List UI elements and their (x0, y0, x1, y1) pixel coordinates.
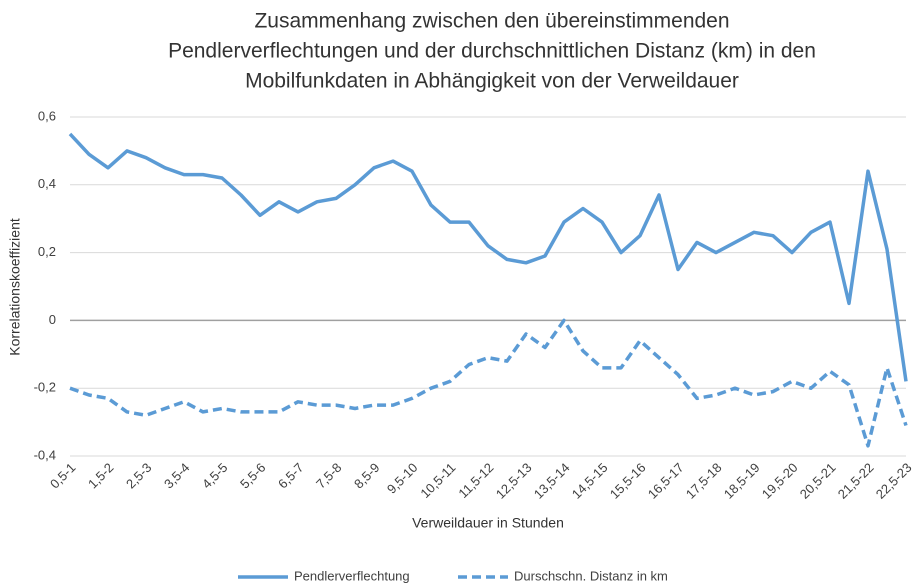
x-tick-label: 12,5-13 (493, 460, 535, 502)
chart-title: Mobilfunkdaten in Abhängigkeit von der V… (245, 70, 739, 93)
x-tick-label: 1,5-2 (85, 460, 117, 492)
y-tick-label: -0,2 (34, 380, 56, 395)
x-tick-label: 18,5-19 (721, 460, 763, 502)
x-tick-label: 2,5-3 (123, 460, 155, 492)
legend-label: Durschschn. Distanz in km (514, 568, 668, 583)
x-axis-label: Verweildauer in Stunden (412, 515, 564, 531)
y-tick-label: 0,4 (38, 176, 56, 191)
y-tick-label: -0,4 (34, 447, 56, 462)
x-tick-label: 11,5-12 (455, 460, 496, 501)
x-tick-label: 6,5-7 (275, 460, 307, 492)
x-tick-label: 4,5-5 (199, 460, 231, 492)
y-tick-label: 0,2 (38, 244, 56, 259)
x-tick-label: 21,5-22 (835, 460, 877, 502)
x-tick-label: 20,5-21 (797, 460, 839, 502)
x-tick-label: 10,5-11 (417, 460, 458, 501)
x-tick-label: 15,5-16 (607, 460, 649, 502)
legend-label: Pendlerverflechtung (294, 568, 410, 583)
x-tick-label: 5,5-6 (237, 460, 269, 492)
x-tick-label: 22,5-23 (873, 460, 912, 502)
x-tick-label: 14,5-15 (569, 460, 611, 502)
chart-title: Pendlerverflechtungen und der durchschni… (168, 40, 816, 63)
x-tick-label: 19,5-20 (759, 460, 801, 502)
x-tick-label: 16,5-17 (645, 460, 687, 502)
x-tick-label: 13,5-14 (531, 460, 573, 502)
x-tick-label: 3,5-4 (161, 460, 193, 492)
x-tick-label: 9,5-10 (384, 460, 421, 497)
y-tick-label: 0 (49, 312, 56, 327)
series-line (68, 132, 908, 382)
x-tick-label: 7,5-8 (313, 460, 345, 492)
y-axis-label: Korrelationskoeffizient (7, 218, 23, 356)
chart-title: Zusammenhang zwischen den übereinstimmen… (254, 10, 729, 33)
series-line (69, 318, 908, 448)
x-tick-label: 0,5-1 (47, 460, 79, 492)
y-tick-label: 0,6 (38, 108, 56, 123)
x-tick-label: 17,5-18 (683, 460, 725, 502)
x-tick-label: 8,5-9 (351, 460, 383, 492)
